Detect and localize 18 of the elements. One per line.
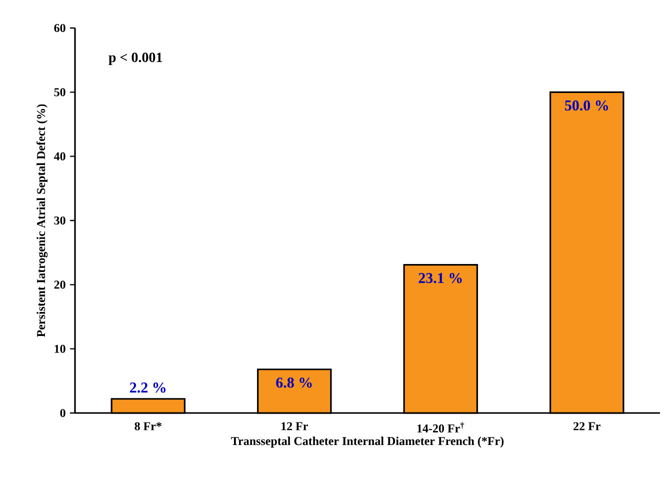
y-tick-label: 0 bbox=[60, 408, 66, 418]
x-tick-label: 22 Fr bbox=[574, 422, 600, 430]
x-tick-label: 14-20 Fr$^{†}$ bbox=[417, 422, 464, 432]
y-axis-title: Persistent Iatrogenic Atrial Septal Defect (%) bbox=[36, 104, 48, 337]
y-tick-label: 40 bbox=[54, 152, 66, 160]
data-label: 6.8 % bbox=[276, 378, 312, 388]
data-label: 23.1 % bbox=[418, 272, 462, 284]
x-tick-label: 12 Fr bbox=[282, 422, 308, 430]
data-label: 2.2 % bbox=[130, 382, 166, 393]
y-tick-label: 10 bbox=[54, 344, 66, 353]
y-tick-label: 20 bbox=[54, 280, 66, 289]
y-tick-label: 30 bbox=[54, 216, 66, 225]
x-axis-title: Transseptal Catheter Internal Diameter French (*Fr) bbox=[231, 436, 504, 448]
data-label: 50.0 % bbox=[564, 100, 608, 111]
y-tick-label: 60 bbox=[54, 24, 66, 32]
annotation: p < 0.001 bbox=[108, 52, 162, 65]
y-tick-label: 50 bbox=[54, 88, 66, 96]
x-tick-label: 8 Fr* bbox=[134, 422, 162, 430]
